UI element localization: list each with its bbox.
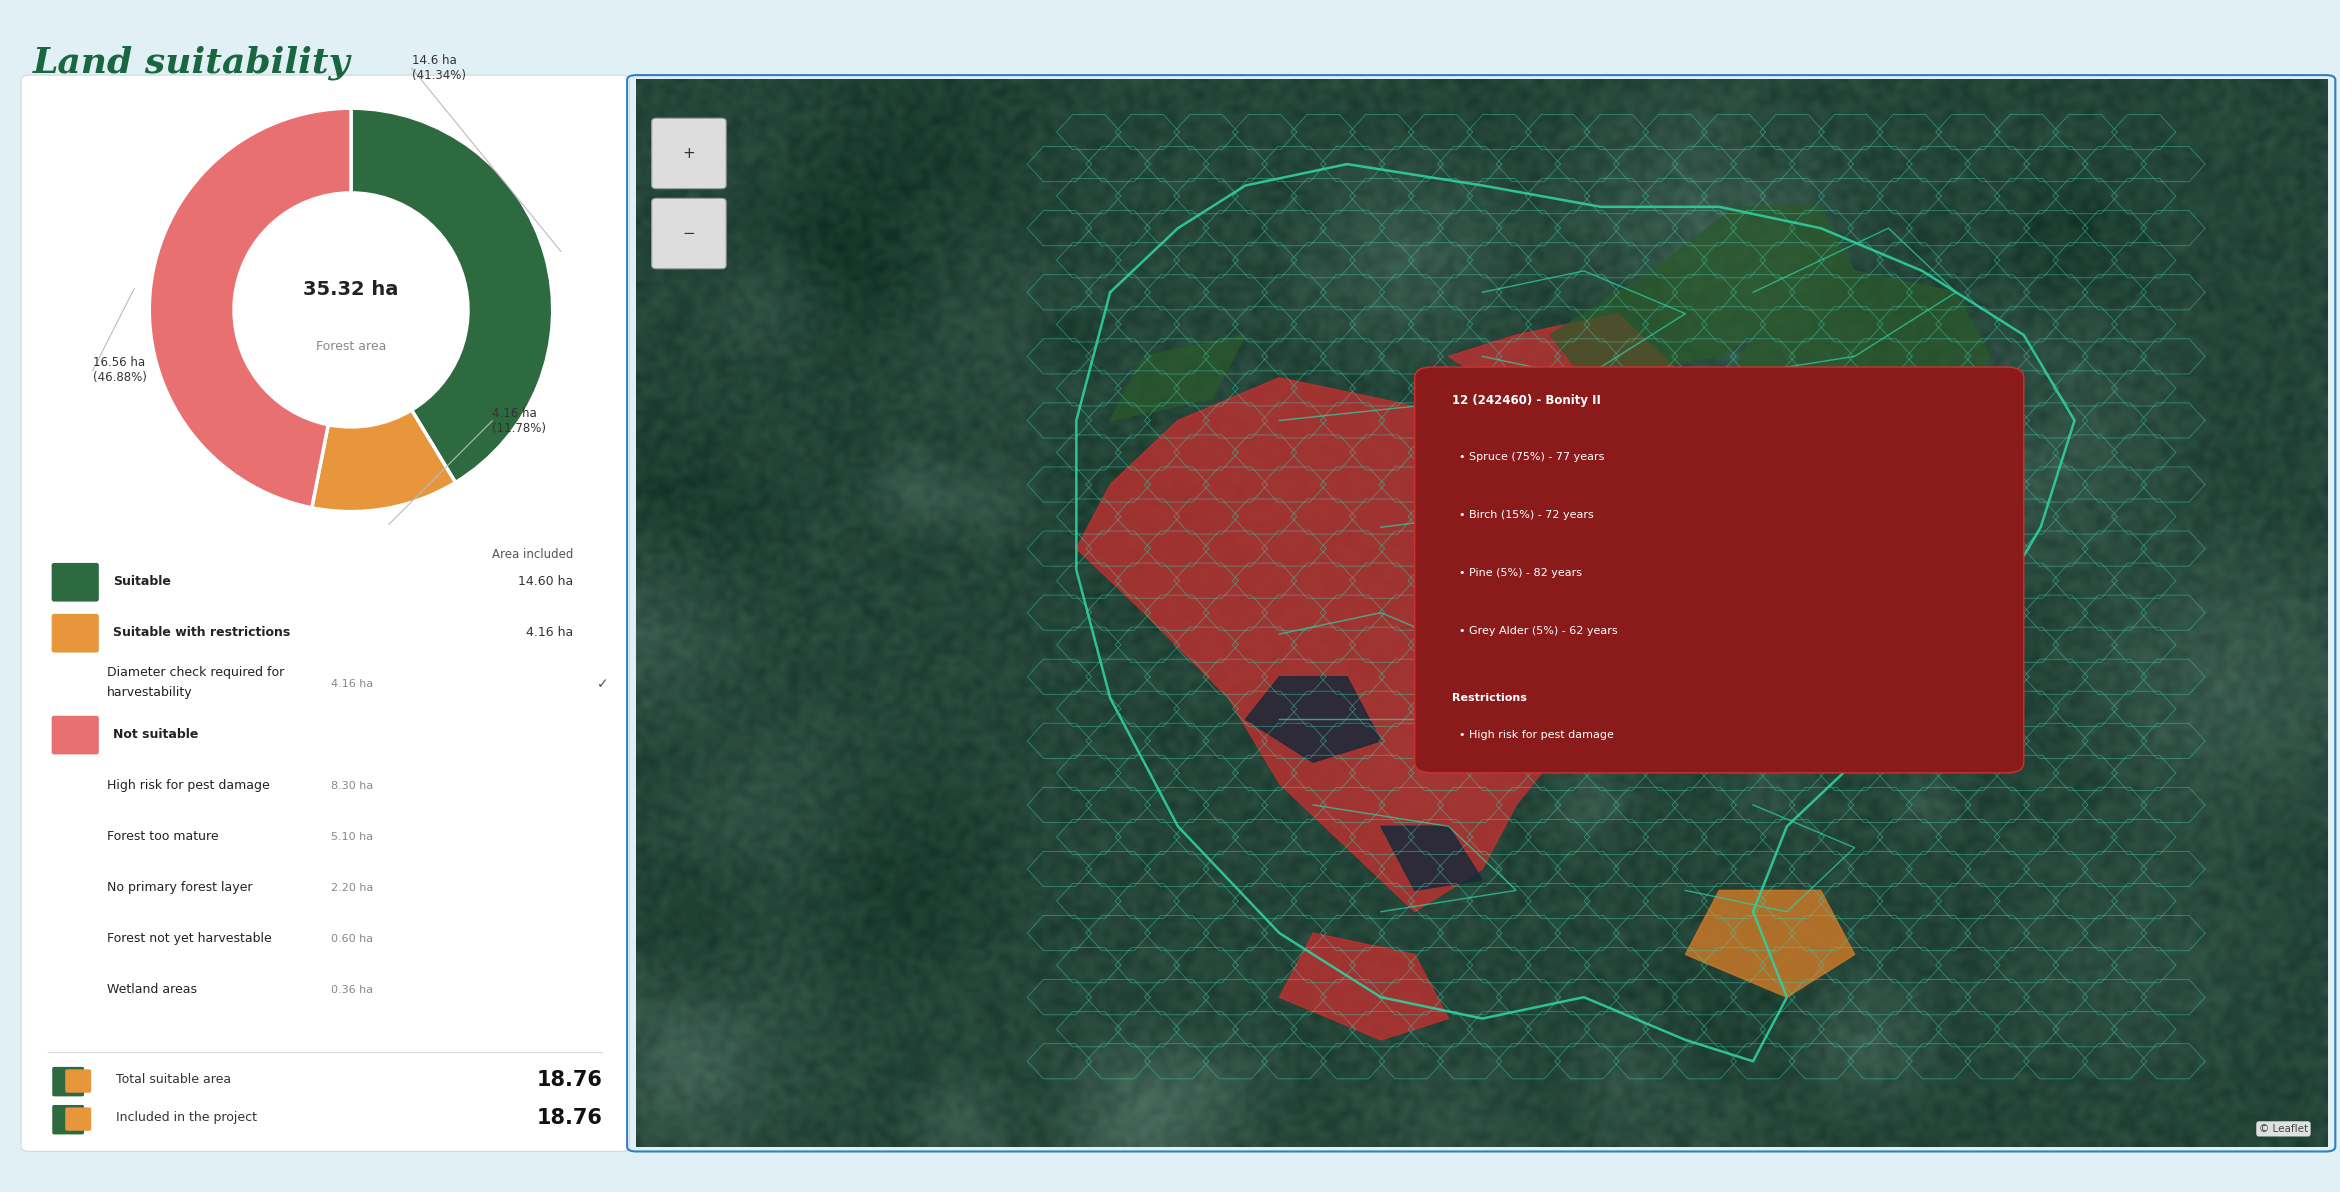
Text: 4.16 ha: 4.16 ha	[526, 626, 573, 639]
Text: Diameter check required for: Diameter check required for	[108, 666, 285, 679]
Text: 12 (242460) - Bonity II: 12 (242460) - Bonity II	[1451, 393, 1601, 406]
Polygon shape	[1685, 890, 1856, 998]
FancyBboxPatch shape	[51, 1067, 84, 1097]
Polygon shape	[1076, 378, 1652, 912]
Text: Forest not yet harvestable: Forest not yet harvestable	[108, 932, 271, 945]
Text: Suitable: Suitable	[112, 576, 171, 589]
Polygon shape	[1685, 505, 2024, 741]
Text: 16.56 ha
(46.88%): 16.56 ha (46.88%)	[94, 356, 147, 385]
Text: Included in the project: Included in the project	[117, 1111, 257, 1124]
Text: • Pine (5%) - 82 years: • Pine (5%) - 82 years	[1458, 567, 1582, 578]
FancyBboxPatch shape	[653, 198, 725, 268]
Text: ✓: ✓	[597, 677, 608, 691]
Text: 2.20 ha: 2.20 ha	[332, 882, 374, 893]
Circle shape	[234, 193, 468, 427]
Text: 14.60 ha: 14.60 ha	[517, 576, 573, 589]
Text: Wetland areas: Wetland areas	[108, 983, 197, 997]
Text: 4.16 ha: 4.16 ha	[332, 678, 374, 689]
Text: 14.6 ha
(41.34%): 14.6 ha (41.34%)	[412, 54, 466, 82]
Text: Suitable with restrictions: Suitable with restrictions	[112, 626, 290, 639]
Polygon shape	[1109, 335, 1245, 421]
Wedge shape	[351, 108, 552, 483]
Text: 8.30 ha: 8.30 ha	[332, 781, 374, 790]
Text: harvestability: harvestability	[108, 685, 192, 699]
Text: 18.76: 18.76	[536, 1107, 601, 1128]
Text: • High risk for pest damage: • High risk for pest damage	[1458, 731, 1615, 740]
Text: Area included: Area included	[491, 548, 573, 561]
Text: Total suitable area: Total suitable area	[117, 1073, 232, 1086]
Text: Forest area: Forest area	[316, 340, 386, 353]
Polygon shape	[1448, 313, 1685, 421]
FancyBboxPatch shape	[21, 75, 629, 1151]
Text: 4.16 ha
(11.78%): 4.16 ha (11.78%)	[491, 406, 545, 435]
Text: No primary forest layer: No primary forest layer	[108, 881, 253, 894]
FancyBboxPatch shape	[51, 715, 98, 755]
Wedge shape	[150, 108, 351, 508]
FancyBboxPatch shape	[51, 1105, 84, 1135]
Text: 5.10 ha: 5.10 ha	[332, 832, 374, 842]
FancyBboxPatch shape	[1416, 367, 2024, 772]
Polygon shape	[1280, 933, 1448, 1039]
FancyBboxPatch shape	[51, 614, 98, 652]
Text: Not suitable: Not suitable	[112, 728, 199, 741]
Text: • Grey Alder (5%) - 62 years: • Grey Alder (5%) - 62 years	[1458, 626, 1617, 635]
FancyBboxPatch shape	[66, 1069, 91, 1093]
Polygon shape	[1381, 826, 1484, 890]
Text: © Leaflet: © Leaflet	[2258, 1124, 2307, 1134]
Polygon shape	[1549, 484, 1753, 613]
Polygon shape	[1685, 271, 1989, 464]
Polygon shape	[1245, 677, 1381, 762]
Text: −: −	[683, 226, 695, 241]
Polygon shape	[1549, 207, 1856, 378]
Text: • Spruce (75%) - 77 years: • Spruce (75%) - 77 years	[1458, 453, 1605, 462]
FancyBboxPatch shape	[51, 563, 98, 602]
Text: +: +	[683, 145, 695, 161]
Text: Land suitability: Land suitability	[33, 45, 351, 80]
Text: 0.60 ha: 0.60 ha	[332, 933, 374, 944]
Text: High risk for pest damage: High risk for pest damage	[108, 780, 269, 793]
Wedge shape	[311, 410, 456, 511]
Text: • Birch (15%) - 72 years: • Birch (15%) - 72 years	[1458, 510, 1594, 520]
Text: Restrictions: Restrictions	[1451, 693, 1526, 703]
Text: 18.76: 18.76	[536, 1069, 601, 1089]
Text: 0.36 ha: 0.36 ha	[332, 985, 374, 994]
FancyBboxPatch shape	[66, 1107, 91, 1131]
Text: 35.32 ha: 35.32 ha	[304, 280, 398, 299]
FancyBboxPatch shape	[653, 118, 725, 188]
Text: Forest too mature: Forest too mature	[108, 830, 218, 843]
